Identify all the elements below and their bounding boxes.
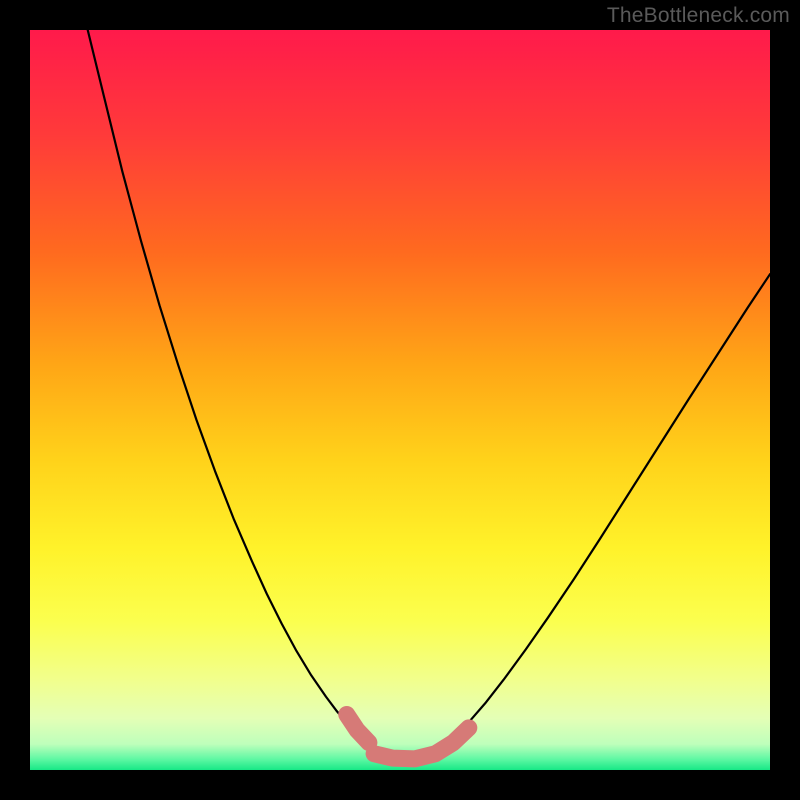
watermark-text: TheBottleneck.com (607, 4, 790, 28)
left-curve (88, 30, 770, 757)
plot-area (30, 30, 770, 770)
trough-overlay-0 (347, 715, 369, 743)
trough-overlay-1 (374, 728, 469, 759)
chart-svg (30, 30, 770, 770)
